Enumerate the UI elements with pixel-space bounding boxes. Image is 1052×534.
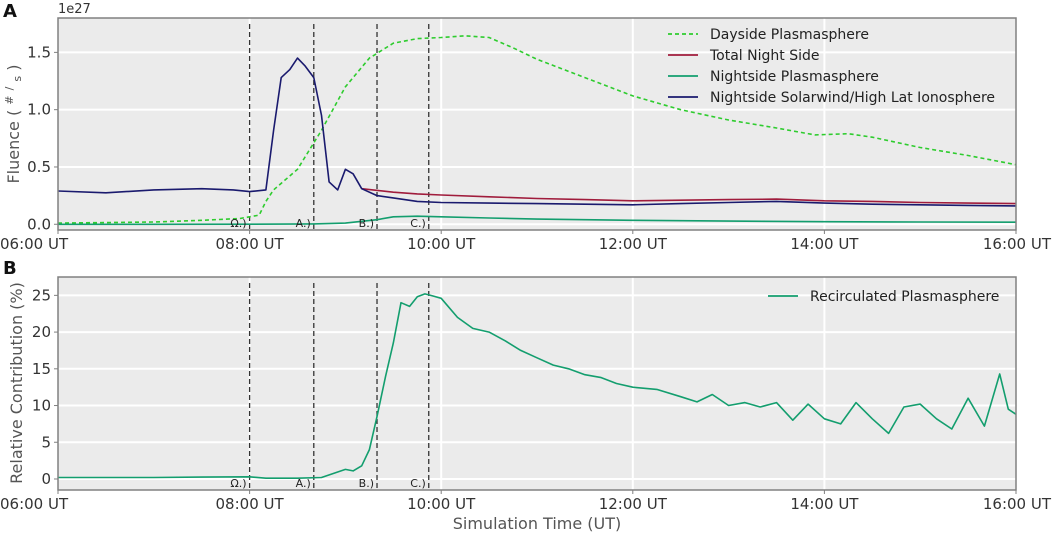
panel-a-y-axis-label: Fluence ( # / s )	[0, 64, 25, 183]
panel-b-y-tick-label-2: 10	[32, 397, 51, 415]
panel-b-letter: B	[3, 258, 17, 279]
panel-b-y-ticks: 0 5 10 15 20 25	[32, 286, 58, 488]
panel-a-legend: Dayside Plasmasphere Total Night Side Nigh…	[668, 27, 995, 106]
panel-b-event-labels: Ω.) A.) B.) C.)	[230, 477, 425, 490]
y-label-a-main: Fluence (	[4, 110, 23, 184]
panel-a-grid	[58, 18, 1016, 230]
panel-a-y-tick-label-0: 0.0	[27, 215, 51, 233]
panel-b-y-axis-label: Relative Contribution (%)	[7, 282, 26, 484]
panel-b-event-label-3: C.)	[410, 477, 425, 490]
panel-b-x-tick-label-0: 06:00 UT	[0, 495, 69, 513]
panel-b-x-tick-label-3: 12:00 UT	[599, 495, 668, 513]
panel-b-x-tick-label-5: 16:00 UT	[983, 495, 1052, 513]
panel-b-frame	[57, 276, 1017, 491]
panel-a-event-label-1: A.)	[296, 217, 311, 230]
y-label-a-den: s	[11, 76, 24, 82]
panel-a-series-line-0	[57, 34, 1017, 224]
panel-b-x-tick-label-4: 14:00 UT	[790, 495, 859, 513]
panel-b-plot-area	[58, 277, 1016, 490]
panel-a-frame	[57, 17, 1017, 231]
panel-b-event-lines	[248, 283, 430, 490]
panel-a-event-label-3: C.)	[410, 217, 425, 230]
panel-b-y-tick-label-0: 0	[41, 470, 51, 488]
panel-a-series-line-1	[361, 187, 1017, 205]
panel-b-x-tick-label-1: 08:00 UT	[216, 495, 285, 513]
y-label-a-slash: /	[3, 86, 16, 90]
panel-a-y-ticks: 0.0 0.5 1.0 1.5	[27, 43, 58, 233]
panel-a-event-labels: Ω.) A.) B.) C.)	[230, 217, 425, 230]
panel-a-x-tick-label-0: 06:00 UT	[0, 235, 69, 253]
panel-b-legend: Recirculated Plasmasphere	[768, 289, 999, 305]
svg-text:Fluence ( # /: Fluence ( # / s )	[0, 64, 25, 183]
y-label-a-close: )	[4, 64, 23, 70]
panel-a-x-tick-label-2: 10:00 UT	[407, 235, 476, 253]
x-axis-label: Simulation Time (UT)	[453, 514, 622, 533]
panel-a-letter: A	[3, 1, 17, 22]
panel-a-y-tick-label-1: 0.5	[27, 158, 51, 176]
panel-b-grid	[58, 277, 1016, 490]
panel-b-x-ticks: 06:00 UT 08:00 UT 10:00 UT 12:00 UT 14:00 UT…	[0, 490, 1052, 513]
panel-b-event-label-2: B.)	[359, 477, 374, 490]
panel-a-legend-label-0: Dayside Plasmasphere	[710, 27, 869, 43]
panel-a-series-line-2	[58, 215, 1017, 226]
panel-a-series	[57, 34, 1017, 226]
panel-b-y-tick-label-5: 25	[32, 286, 51, 304]
panel-a-event-label-0: Ω.)	[230, 217, 246, 230]
panel-b-y-tick-label-3: 15	[32, 360, 51, 378]
panel-a: Ω.) A.) B.) C.) 06:00 UT 08:00 UT 10:00 UT 12:…	[0, 17, 1052, 253]
panel-b-series	[58, 293, 1017, 480]
panel-a-y-tick-label-2: 1.0	[27, 101, 51, 119]
panel-a-x-tick-label-3: 12:00 UT	[599, 235, 668, 253]
panel-a-y-tick-label-3: 1.5	[27, 43, 51, 61]
panel-b-y-tick-label-4: 20	[32, 323, 51, 341]
panel-a-x-ticks: 06:00 UT 08:00 UT 10:00 UT 12:00 UT 14:00 UT…	[0, 230, 1052, 253]
panel-a-legend-label-1: Total Night Side	[709, 48, 819, 64]
panel-a-x-tick-label-5: 16:00 UT	[983, 235, 1052, 253]
panel-a-series-line-3	[57, 57, 1017, 207]
panel-b-legend-label-0: Recirculated Plasmasphere	[810, 289, 999, 305]
y-label-a-num: #	[3, 95, 16, 104]
panel-a-x-tick-label-4: 14:00 UT	[790, 235, 859, 253]
panel-a-legend-label-3: Nightside Solarwind/High Lat Ionosphere	[710, 90, 995, 106]
panel-b-event-label-0: Ω.)	[230, 477, 246, 490]
panel-b-y-tick-label-1: 5	[41, 433, 51, 451]
panel-a-x-tick-label-1: 08:00 UT	[216, 235, 285, 253]
y-exponent-label: 1e27	[58, 2, 91, 17]
panel-b-x-tick-label-2: 10:00 UT	[407, 495, 476, 513]
panel-b-series-line-0	[58, 293, 1017, 480]
panel-a-event-label-2: B.)	[359, 217, 374, 230]
panel-a-legend-label-2: Nightside Plasmasphere	[710, 69, 879, 85]
panel-b-event-label-1: A.)	[296, 477, 311, 490]
panel-b: Ω.) A.) B.) C.) 06:00 UT 08:00 UT 10:00 UT 12:…	[0, 276, 1052, 513]
